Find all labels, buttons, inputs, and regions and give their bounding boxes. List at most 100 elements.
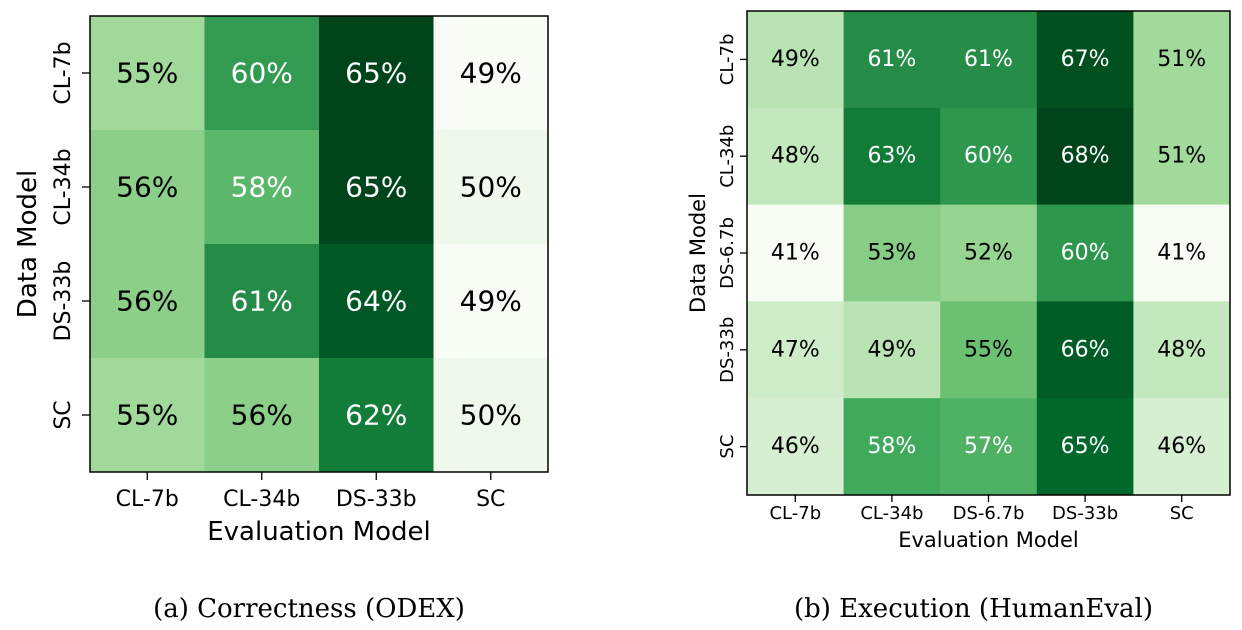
cell-value-label: 51% (1157, 144, 1206, 169)
heatmap-cell (90, 16, 205, 131)
heatmap-cell (433, 16, 549, 131)
heatmap-cell (843, 107, 941, 206)
cell-value-label: 65% (345, 171, 407, 204)
y-axis-label: Data Model (686, 193, 710, 313)
cell-value-label: 64% (345, 285, 407, 318)
cell-value-label: 41% (771, 241, 820, 266)
y-tick-label: SC (51, 400, 76, 429)
cell-value-label: 49% (867, 337, 916, 362)
cell-value-label: 49% (771, 47, 820, 72)
cell-value-label: 56% (116, 171, 178, 204)
cell-value-label: 46% (771, 434, 820, 459)
x-tick-label: CL-7b (116, 487, 179, 512)
heatmap-cell (747, 107, 845, 206)
x-tick-label: CL-34b (860, 503, 923, 524)
y-tick-label: CL-7b (51, 41, 76, 104)
cell-value-label: 48% (771, 144, 820, 169)
heatmap-cell (940, 11, 1038, 109)
heatmap-cell (204, 244, 320, 359)
y-tick-label: DS-6.7b (717, 217, 738, 289)
cell-value-label: 60% (964, 144, 1013, 169)
figure-caption: (a) Correctness (ODEX) (153, 594, 465, 624)
heatmap-cell (1036, 301, 1134, 399)
heatmap-cell (204, 358, 320, 473)
heatmap-cell (1036, 204, 1134, 302)
heatmap-cell (843, 204, 941, 302)
y-tick-label: DS-33b (717, 317, 738, 383)
heatmap-cell (319, 16, 434, 131)
cell-value-label: 56% (116, 285, 178, 318)
cell-value-label: 49% (460, 57, 522, 90)
cell-value-label: 67% (1061, 47, 1110, 72)
heatmap-panel-a: 55% 60% 65% 49% 56% 58% 65% 50% 56% 61% 64% 49% 55% 5… (13, 15, 549, 624)
y-tick-label: CL-7b (717, 34, 738, 86)
heatmap-cell (747, 301, 845, 399)
heatmap-cell (204, 130, 320, 245)
cell-value-label: 52% (964, 241, 1013, 266)
x-tick-label: CL-34b (223, 487, 300, 512)
heatmap-cell (843, 398, 941, 496)
x-tick-label: CL-7b (769, 503, 821, 524)
heatmap-cell (1036, 107, 1134, 206)
cell-value-label: 41% (1157, 241, 1206, 266)
y-tick-label: SC (717, 435, 738, 459)
cell-value-label: 48% (1157, 337, 1206, 362)
heatmap-cell (433, 358, 549, 473)
cell-value-label: 47% (771, 337, 820, 362)
heatmap-cell (940, 204, 1038, 302)
x-tick-label: DS-33b (1052, 503, 1118, 524)
x-tick-label: SC (1170, 503, 1194, 524)
y-tick-label: DS-33b (51, 261, 76, 342)
cell-value-label: 46% (1157, 434, 1206, 459)
heatmap-cell (1133, 204, 1231, 302)
heatmap-cell (319, 130, 434, 245)
cell-value-label: 53% (867, 241, 916, 266)
heatmap-cell (433, 130, 549, 245)
y-tick-label: CL-34b (51, 148, 76, 225)
cell-value-label: 68% (1061, 144, 1110, 169)
cell-value-label: 61% (964, 47, 1013, 72)
x-axis-label: Evaluation Model (898, 528, 1079, 552)
x-axis-label: Evaluation Model (207, 517, 431, 547)
cell-value-label: 56% (231, 399, 293, 432)
cell-value-label: 58% (231, 171, 293, 204)
heatmap-panel-b: 49% 61% 61% 67% 51% 48% 63% 60% 68% 51% 41% 53% 52% 6… (686, 10, 1231, 624)
heatmap-cell (843, 11, 941, 109)
cell-value-label: 66% (1061, 337, 1110, 362)
heatmap-cell (747, 204, 845, 302)
heatmap-cell (940, 301, 1038, 399)
cell-value-label: 61% (867, 47, 916, 72)
cell-value-label: 55% (116, 57, 178, 90)
heatmap-cell (940, 107, 1038, 206)
cell-value-label: 62% (345, 399, 407, 432)
cell-value-label: 57% (964, 434, 1013, 459)
heatmap-cell (843, 301, 941, 399)
heatmap-cell (1133, 398, 1231, 496)
cell-value-label: 55% (116, 399, 178, 432)
y-tick-label: CL-34b (717, 125, 738, 188)
heatmap-frame (89, 15, 549, 473)
cell-value-label: 65% (1061, 434, 1110, 459)
heatmap-cell (1036, 11, 1134, 109)
cell-value-label: 63% (867, 144, 916, 169)
cell-value-label: 60% (1061, 241, 1110, 266)
heatmap-cell (319, 244, 434, 359)
figure-caption: (b) Execution (HumanEval) (794, 594, 1153, 624)
cell-value-label: 61% (231, 285, 293, 318)
heatmap-cell (1133, 301, 1231, 399)
heatmap-cell (1133, 11, 1231, 109)
y-axis-label: Data Model (13, 170, 43, 318)
heatmap-cell (747, 11, 845, 109)
heatmap-cell (204, 16, 320, 131)
cell-value-label: 58% (867, 434, 916, 459)
heatmap-cell (90, 130, 205, 245)
heatmap-cell (433, 244, 549, 359)
cell-value-label: 50% (460, 171, 522, 204)
heatmap-cell (1133, 107, 1231, 206)
heatmap-cell (940, 398, 1038, 496)
cell-value-label: 49% (460, 285, 522, 318)
x-tick-label: DS-33b (336, 487, 417, 512)
heatmap-cell (319, 358, 434, 473)
heatmap-cell (90, 358, 205, 473)
